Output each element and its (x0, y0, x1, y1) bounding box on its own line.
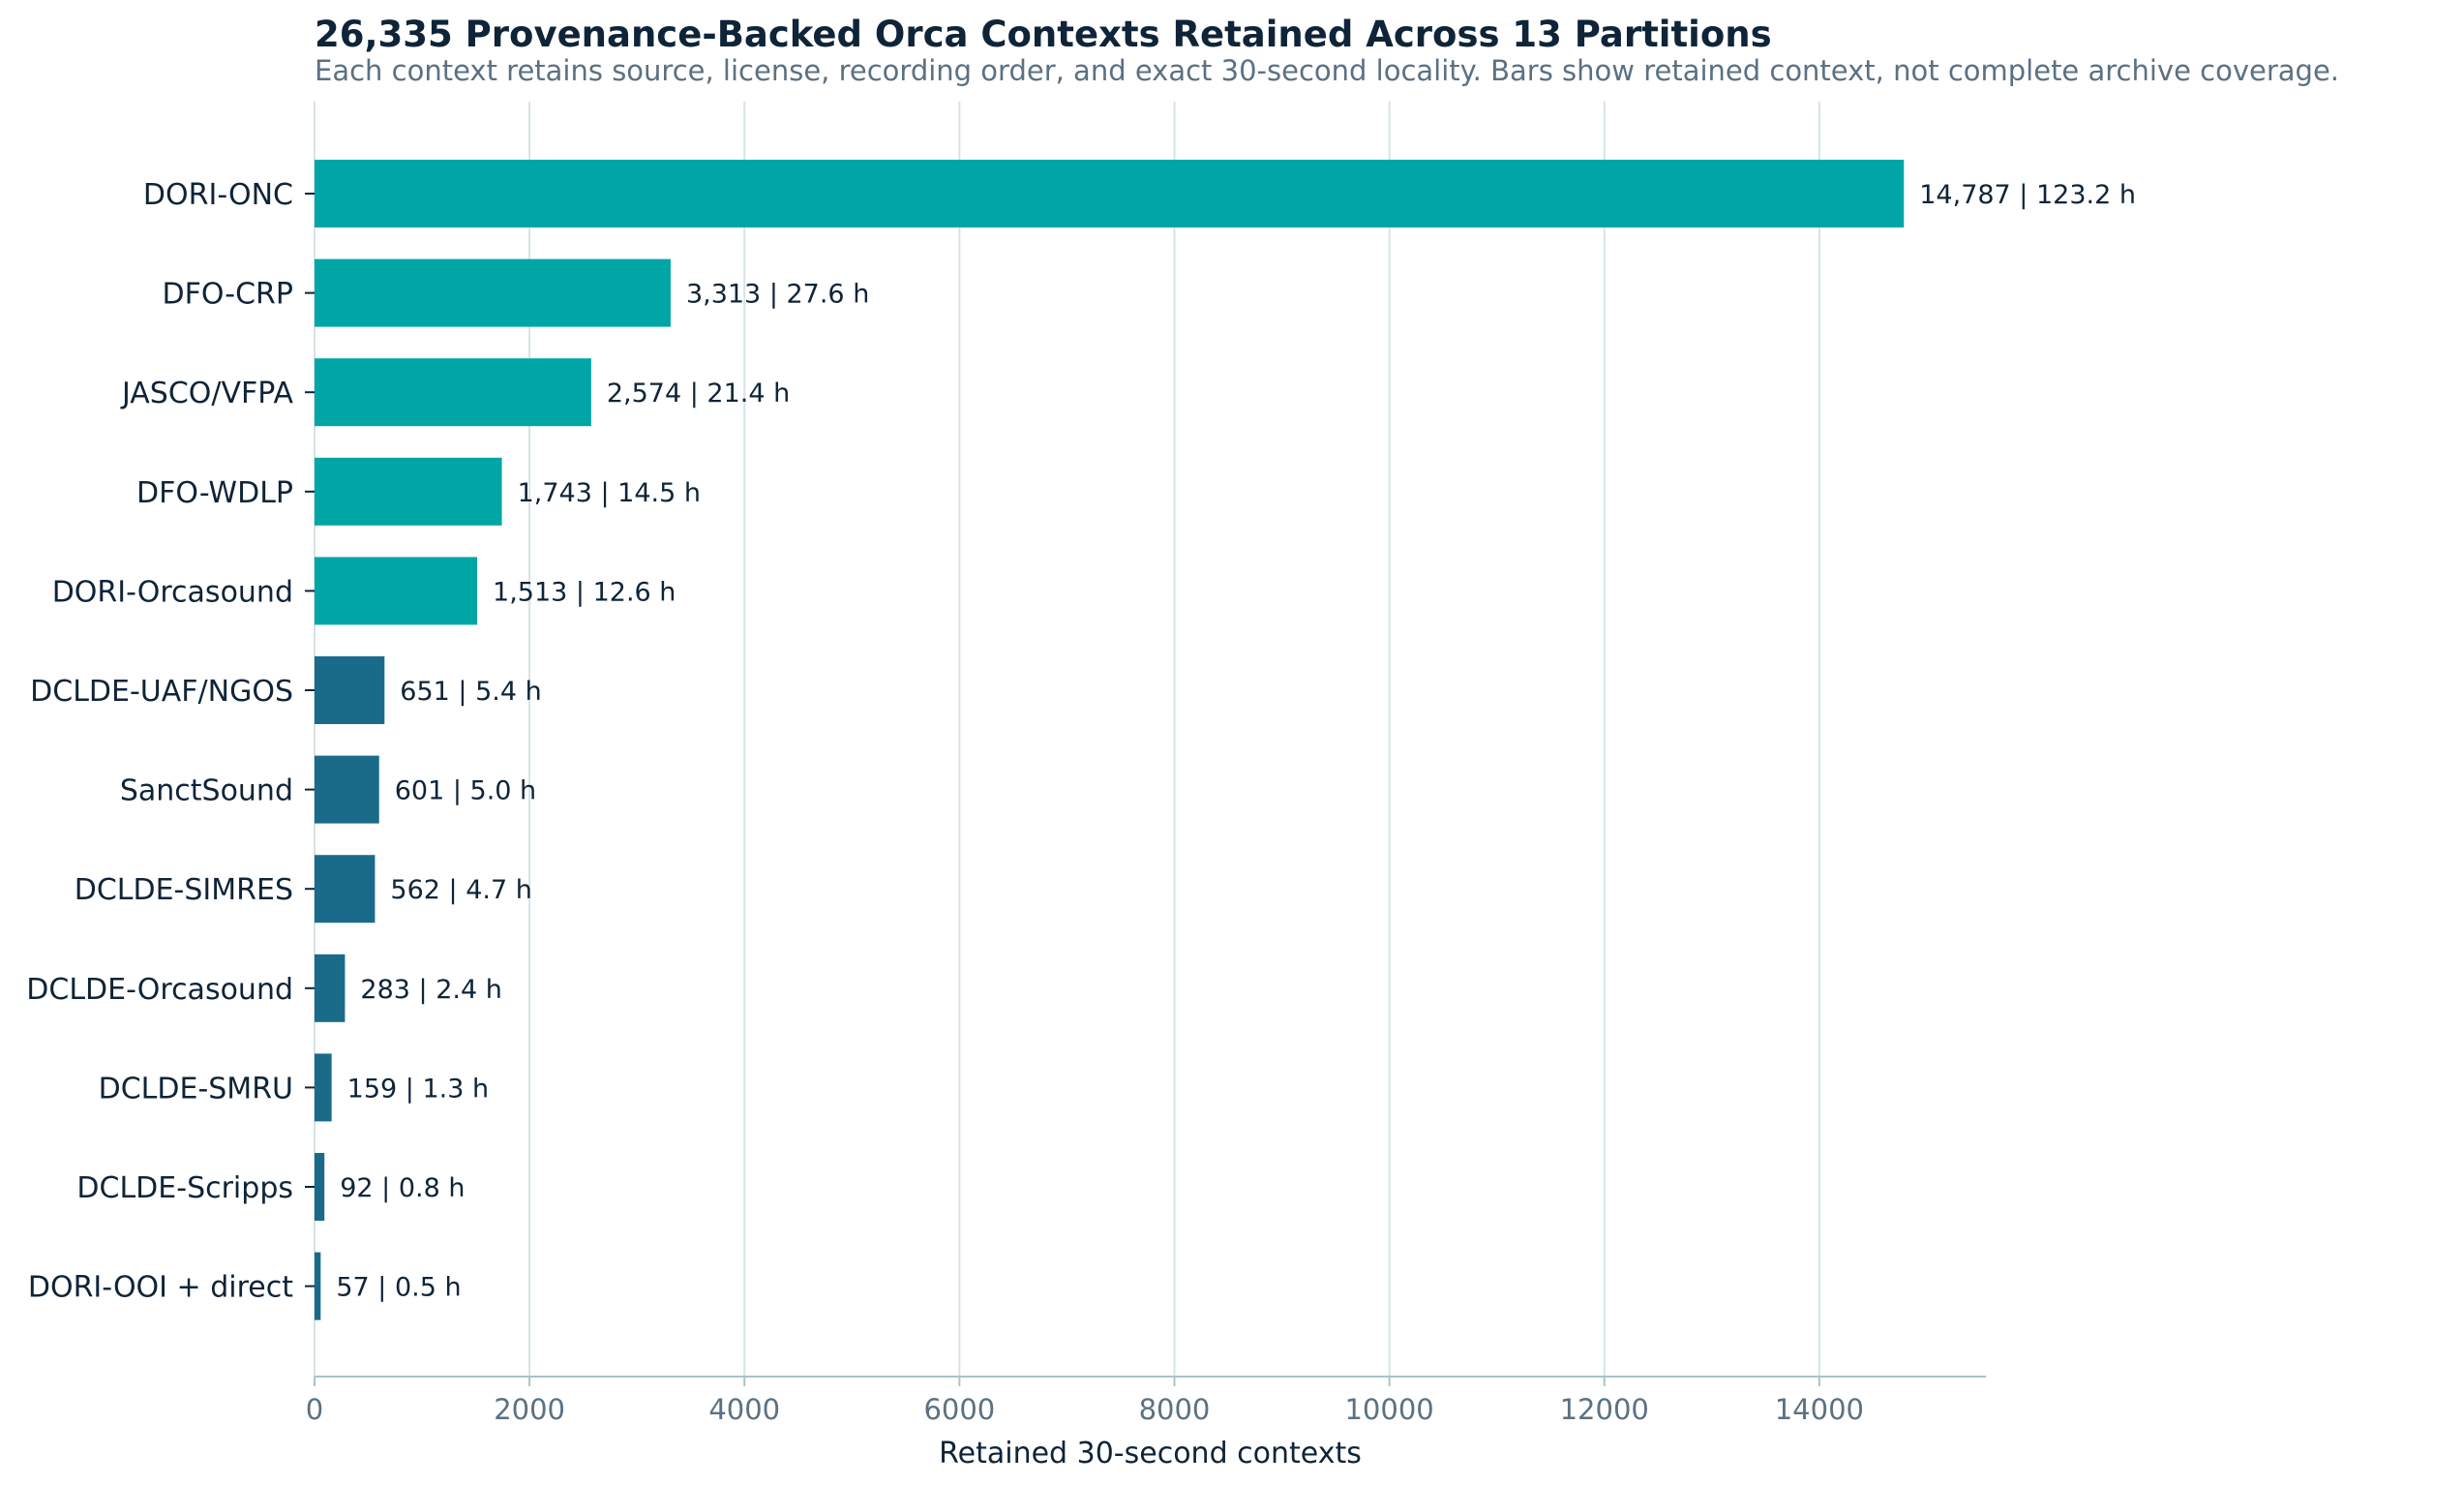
gridlines (314, 102, 1820, 1377)
category-label: DCLDE-SMRU (99, 1072, 293, 1106)
bar (315, 557, 478, 625)
bar (315, 954, 346, 1022)
category-label: DCLDE-Scripps (76, 1171, 293, 1205)
x-tick-label: 10000 (1344, 1393, 1433, 1426)
bar (315, 1053, 332, 1122)
category-label: DCLDE-Orcasound (26, 973, 293, 1007)
x-tick-label: 14000 (1775, 1393, 1864, 1426)
axes: 0 2000 4000 6000 8000 10000 12000 14000 Retained… (26, 178, 1986, 1470)
category-label: DFO-CRP (162, 278, 293, 312)
category-label: DCLDE-SIMRES (75, 873, 293, 907)
category-label: DORI-OOI + direct (28, 1271, 293, 1305)
x-tick-label: 4000 (708, 1393, 780, 1426)
x-tick-label: 0 (306, 1393, 323, 1426)
x-tick-label: 8000 (1139, 1393, 1211, 1426)
data-label: 3,313 | 27.6 h (686, 280, 869, 310)
data-label: 283 | 2.4 h (360, 975, 501, 1005)
data-label: 2,574 | 21.4 h (607, 379, 790, 409)
bar (315, 656, 385, 724)
chart-subtitle: Each context retains source, license, re… (315, 54, 2340, 87)
data-label: 57 | 0.5 h (336, 1273, 461, 1303)
category-label: DCLDE-UAF/NGOS (30, 675, 293, 709)
bar (315, 755, 379, 824)
bar (315, 258, 671, 327)
x-tick-label: 6000 (923, 1393, 995, 1426)
bar (315, 457, 502, 526)
data-label: 14,787 | 123.2 h (1919, 180, 2136, 210)
bars: 14,787 | 123.2 h 3,313 | 27.6 h 2,574 | 21… (315, 160, 2136, 1320)
data-label: 159 | 1.3 h (347, 1074, 489, 1104)
data-label: 1,513 | 12.6 h (493, 577, 676, 607)
data-label: 92 | 0.8 h (340, 1173, 465, 1203)
data-label: 1,743 | 14.5 h (518, 478, 701, 508)
category-label: SanctSound (120, 774, 293, 808)
bar (315, 1153, 325, 1221)
category-label: DORI-ONC (143, 178, 293, 212)
category-label: DORI-Orcasound (52, 575, 293, 609)
category-label: DFO-WDLP (136, 476, 293, 510)
x-tick-label: 2000 (494, 1393, 565, 1426)
bar (315, 855, 376, 924)
x-axis-title: Retained 30-second contexts (939, 1437, 1362, 1470)
data-label: 562 | 4.7 h (390, 875, 531, 905)
data-label: 601 | 5.0 h (395, 776, 536, 806)
data-label: 651 | 5.4 h (400, 677, 541, 707)
bar (315, 1252, 321, 1320)
chart-title: 26,335 Provenance-Backed Orca Contexts R… (315, 14, 1772, 55)
bar (315, 358, 591, 427)
bar (315, 160, 1905, 227)
category-label: JASCO/VFPA (120, 377, 294, 410)
x-tick-label: 12000 (1560, 1393, 1649, 1426)
